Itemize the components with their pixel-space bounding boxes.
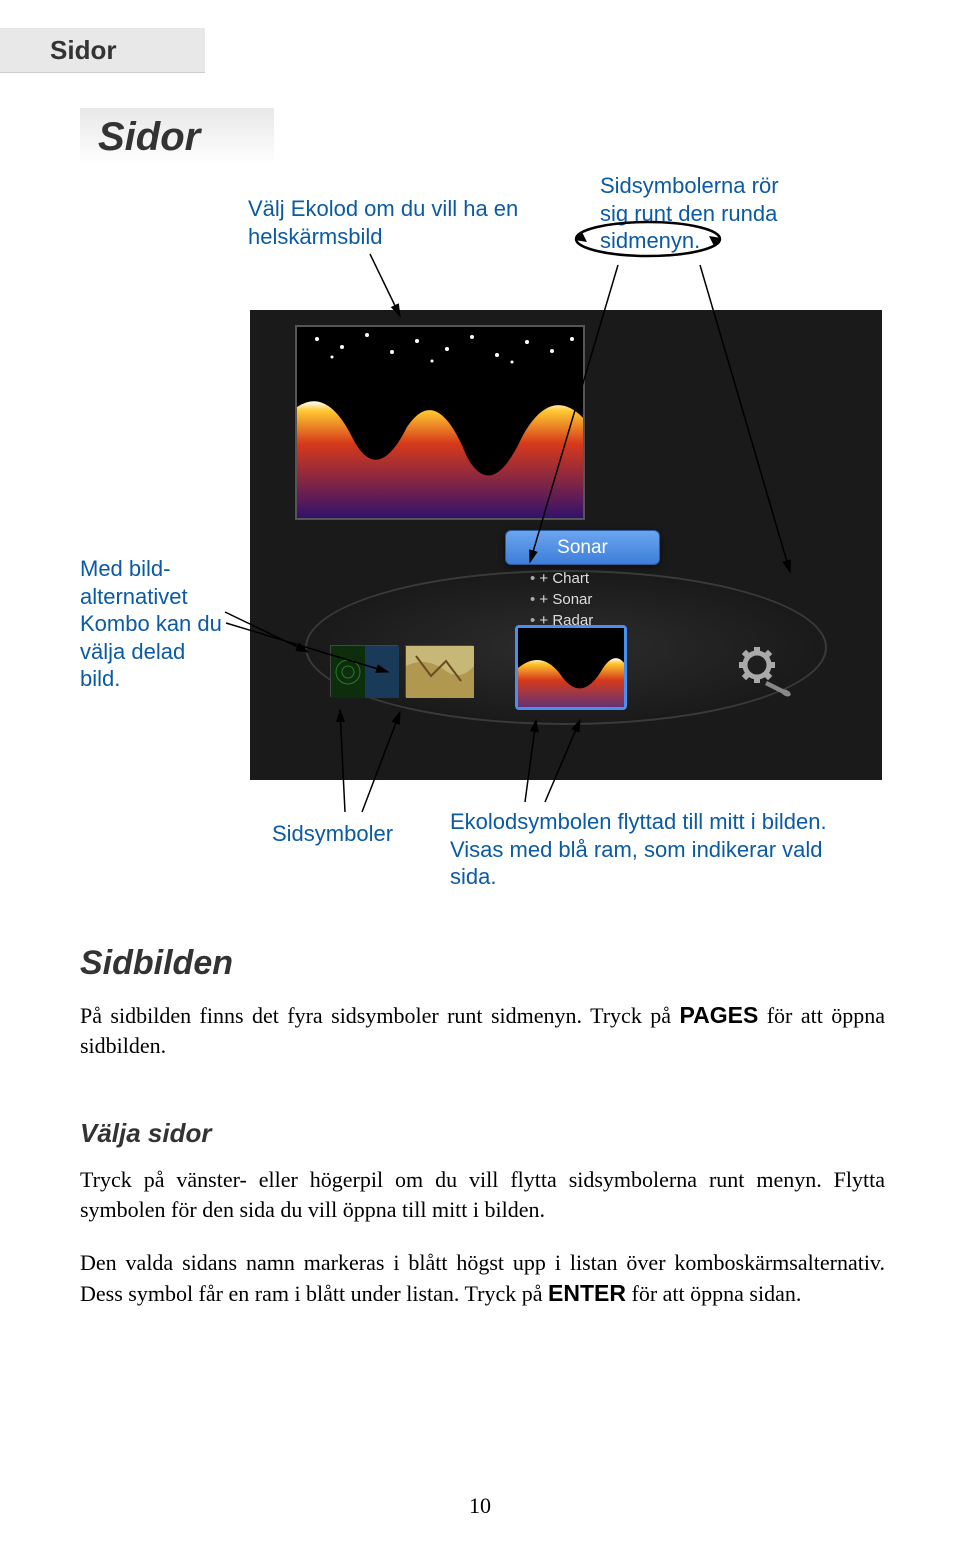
selected-page-button[interactable]: Sonar <box>505 530 660 565</box>
section-title-box: Sidor <box>80 108 274 166</box>
rotation-icon <box>568 214 728 264</box>
annotation-bottom-right: Ekolodsymbolen flyttad till mitt i bilde… <box>450 808 830 891</box>
text: På sidbilden finns det fyra sidsymboler … <box>80 1003 679 1028</box>
annotation-top-left: Välj Ekolod om du vill ha en helskärmsbi… <box>248 195 528 250</box>
heading-valja-sidor: Välja sidor <box>80 1118 212 1149</box>
page-tab-label: Sidor <box>50 35 116 66</box>
paragraph-sidbilden: På sidbilden finns det fyra sidsymboler … <box>80 1000 885 1061</box>
selected-page-thumb[interactable] <box>515 625 627 710</box>
combo-thumb-2[interactable] <box>405 645 473 697</box>
settings-icon[interactable] <box>737 643 792 698</box>
key-pages: PAGES <box>679 1002 758 1028</box>
key-enter: ENTER <box>548 1280 626 1306</box>
page-carousel: Sonar + Chart + Sonar + Radar + Info <box>270 530 862 765</box>
combo-menu-item[interactable]: + Chart <box>530 568 593 589</box>
sonar-fullscreen-preview <box>295 325 585 520</box>
pages-diagram: Sonar + Chart + Sonar + Radar + Info <box>250 310 882 780</box>
selected-page-label: Sonar <box>557 537 608 559</box>
paragraph-valja-1: Tryck på vänster- eller högerpil om du v… <box>80 1165 885 1224</box>
annotation-sidsymboler: Sidsymboler <box>272 820 393 848</box>
page-tab-header: Sidor <box>0 28 205 73</box>
paragraph-valja-2: Den valda sidans namn markeras i blått h… <box>80 1248 885 1309</box>
heading-sidbilden: Sidbilden <box>80 944 233 983</box>
combo-thumb-1[interactable] <box>330 645 398 697</box>
section-title-text: Sidor <box>98 115 200 160</box>
page-number: 10 <box>0 1493 960 1519</box>
combo-menu-item[interactable]: + Sonar <box>530 589 593 610</box>
text: för att öppna sidan. <box>626 1281 801 1306</box>
annotation-mid-left: Med bild- alternativet Kombo kan du välj… <box>80 555 225 693</box>
